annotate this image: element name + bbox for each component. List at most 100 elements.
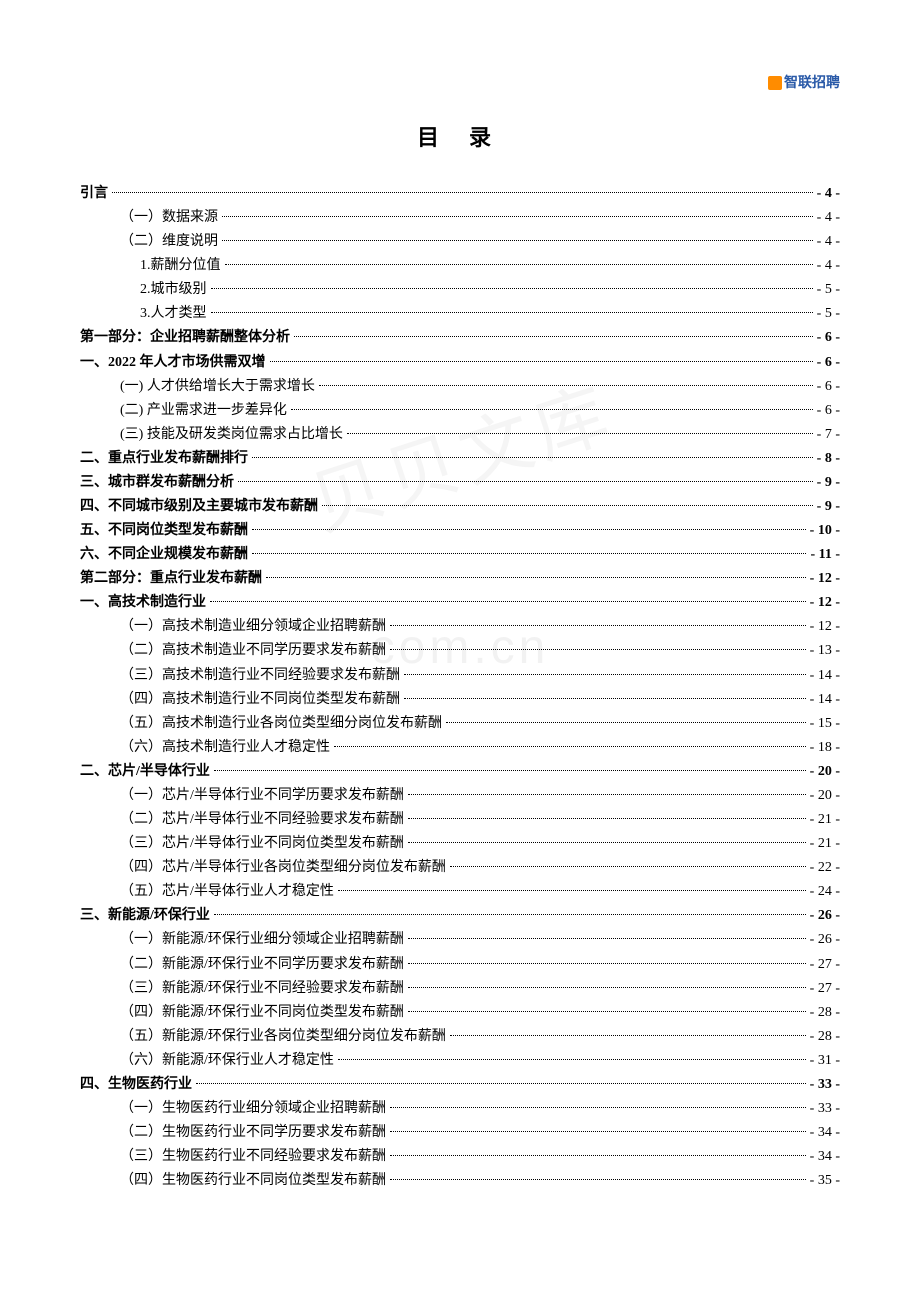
toc-entry: （二）新能源/环保行业不同学历要求发布薪酬 - 27 -	[80, 953, 840, 977]
toc-leader-dots	[214, 770, 806, 771]
toc-entry: （三）高技术制造行业不同经验要求发布薪酬- 14 -	[80, 664, 840, 688]
toc-leader-dots	[211, 312, 813, 313]
toc-entry: （三）生物医药行业不同经验要求发布薪酬 - 34 -	[80, 1145, 840, 1169]
toc-entry-label: 二、重点行业发布薪酬排行	[80, 447, 248, 471]
toc-leader-dots	[450, 1035, 806, 1036]
toc-leader-dots	[238, 481, 813, 482]
toc-entry-label: （二）维度说明	[120, 230, 218, 254]
toc-entry: （二）芯片/半导体行业不同经验要求发布薪酬- 21 -	[80, 808, 840, 832]
toc-leader-dots	[270, 361, 813, 362]
toc-entry-page: - 21 -	[810, 832, 840, 856]
toc-entry-page: - 11 -	[810, 543, 840, 567]
toc-entry: （一）新能源/环保行业细分领域企业招聘薪酬 - 26 -	[80, 928, 840, 952]
toc-entry: （三）新能源/环保行业不同经验要求发布薪酬- 27 -	[80, 977, 840, 1001]
toc-entry: (三) 技能及研发类岗位需求占比增长 - 7 -	[80, 423, 840, 447]
toc-leader-dots	[390, 625, 806, 626]
toc-leader-dots	[390, 1131, 806, 1132]
toc-leader-dots	[408, 938, 806, 939]
toc-entry: （六）新能源/环保行业人才稳定性 - 31 -	[80, 1049, 840, 1073]
toc-entry-page: - 5 -	[817, 302, 840, 326]
toc-entry-page: - 33 -	[810, 1073, 840, 1097]
toc-entry: 第一部分：企业招聘薪酬整体分析 - 6 -	[80, 326, 840, 350]
toc-entry: 一、高技术制造行业- 12 -	[80, 591, 840, 615]
toc-entry: (二) 产业需求进一步差异化- 6 -	[80, 399, 840, 423]
toc-entry-page: - 9 -	[817, 495, 840, 519]
toc-entry: 四、生物医药行业- 33 -	[80, 1073, 840, 1097]
toc-entry-page: - 33 -	[810, 1097, 840, 1121]
toc-entry-page: - 4 -	[817, 206, 840, 230]
toc-entry-label: (三) 技能及研发类岗位需求占比增长	[120, 423, 343, 447]
toc-entry-label: （一）高技术制造业细分领域企业招聘薪酬	[120, 615, 386, 639]
toc-entry-label: (一) 人才供给增长大于需求增长	[120, 375, 315, 399]
toc-leader-dots	[338, 890, 806, 891]
toc-entry-label: （三）芯片/半导体行业不同岗位类型发布薪酬	[120, 832, 404, 856]
toc-entry: (一) 人才供给增长大于需求增长 - 6 -	[80, 375, 840, 399]
toc-entry-label: （四）生物医药行业不同岗位类型发布薪酬	[120, 1169, 386, 1193]
toc-entry: 第二部分：重点行业发布薪酬 - 12 -	[80, 567, 840, 591]
toc-leader-dots	[390, 1155, 806, 1156]
toc-entry: 二、重点行业发布薪酬排行 - 8 -	[80, 447, 840, 471]
toc-entry-label: （五）高技术制造行业各岗位类型细分岗位发布薪酬	[120, 712, 442, 736]
toc-entry-label: 2.城市级别	[140, 278, 207, 302]
toc-entry-page: - 6 -	[817, 326, 840, 350]
toc-entry-page: - 26 -	[810, 904, 840, 928]
toc-entry: 三、城市群发布薪酬分析- 9 -	[80, 471, 840, 495]
toc-entry-page: - 27 -	[810, 953, 840, 977]
toc-entry-label: （一）新能源/环保行业细分领域企业招聘薪酬	[120, 928, 404, 952]
toc-entry: 一、2022 年人才市场供需双增 - 6 -	[80, 351, 840, 375]
toc-entry-label: （四）高技术制造行业不同岗位类型发布薪酬	[120, 688, 400, 712]
toc-entry-label: （一）数据来源	[120, 206, 218, 230]
toc-leader-dots	[334, 746, 806, 747]
toc-entry-page: - 6 -	[817, 375, 840, 399]
toc-entry-label: 3.人才类型	[140, 302, 207, 326]
toc-leader-dots	[266, 577, 806, 578]
toc-entry: 五、不同岗位类型发布薪酬- 10 -	[80, 519, 840, 543]
toc-entry-label: （二）新能源/环保行业不同学历要求发布薪酬	[120, 953, 404, 977]
toc-entry-page: - 22 -	[810, 856, 840, 880]
toc-entry-label: 第一部分：企业招聘薪酬整体分析	[80, 326, 290, 350]
toc-entry-page: - 28 -	[810, 1025, 840, 1049]
toc-entry-label: 一、高技术制造行业	[80, 591, 206, 615]
toc-leader-dots	[222, 216, 813, 217]
toc-leader-dots	[404, 674, 806, 675]
toc-leader-dots	[390, 649, 806, 650]
toc-entry-page: - 18 -	[810, 736, 840, 760]
toc-leader-dots	[390, 1107, 806, 1108]
toc-leader-dots	[225, 264, 813, 265]
toc-entry-label: （三）生物医药行业不同经验要求发布薪酬	[120, 1145, 386, 1169]
toc-leader-dots	[319, 385, 813, 386]
toc-entry-page: - 34 -	[810, 1121, 840, 1145]
toc-leader-dots	[214, 914, 806, 915]
toc-entry-page: - 31 -	[810, 1049, 840, 1073]
toc-entry-page: - 9 -	[817, 471, 840, 495]
toc-entry: （四）生物医药行业不同岗位类型发布薪酬- 35 -	[80, 1169, 840, 1193]
toc-entry-label: (二) 产业需求进一步差异化	[120, 399, 287, 423]
toc-leader-dots	[347, 433, 813, 434]
toc-entry-page: - 20 -	[810, 760, 840, 784]
toc-leader-dots	[404, 698, 806, 699]
toc-entry-page: - 8 -	[817, 447, 840, 471]
toc-entry-page: - 7 -	[817, 423, 840, 447]
toc-entry: （五）高技术制造行业各岗位类型细分岗位发布薪酬- 15 -	[80, 712, 840, 736]
toc-entry-page: - 26 -	[810, 928, 840, 952]
toc-entry: （四）芯片/半导体行业各岗位类型细分岗位发布薪酬 - 22 -	[80, 856, 840, 880]
toc-entry-label: （四）新能源/环保行业不同岗位类型发布薪酬	[120, 1001, 404, 1025]
toc-entry-page: - 34 -	[810, 1145, 840, 1169]
toc-entry-label: （一）生物医药行业细分领域企业招聘薪酬	[120, 1097, 386, 1121]
toc-entry-page: - 12 -	[810, 567, 840, 591]
toc-entry-label: 第二部分：重点行业发布薪酬	[80, 567, 262, 591]
toc-leader-dots	[222, 240, 813, 241]
toc-entry-label: （二）高技术制造业不同学历要求发布薪酬	[120, 639, 386, 663]
toc-entry-page: - 4 -	[817, 182, 840, 206]
toc-entry-page: - 14 -	[810, 688, 840, 712]
toc-entry-label: （五）新能源/环保行业各岗位类型细分岗位发布薪酬	[120, 1025, 446, 1049]
toc-entry-label: 引言	[80, 182, 108, 206]
toc-entry-label: 一、2022 年人才市场供需双增	[80, 351, 266, 375]
toc-entry: （五）芯片/半导体行业人才稳定性- 24 -	[80, 880, 840, 904]
toc-entry: （四）新能源/环保行业不同岗位类型发布薪酬- 28 -	[80, 1001, 840, 1025]
toc-entry-page: - 21 -	[810, 808, 840, 832]
toc-entry-label: （四）芯片/半导体行业各岗位类型细分岗位发布薪酬	[120, 856, 446, 880]
toc-entry-page: - 6 -	[817, 351, 840, 375]
toc-entry-label: （六）高技术制造行业人才稳定性	[120, 736, 330, 760]
toc-entry-label: （六）新能源/环保行业人才稳定性	[120, 1049, 334, 1073]
